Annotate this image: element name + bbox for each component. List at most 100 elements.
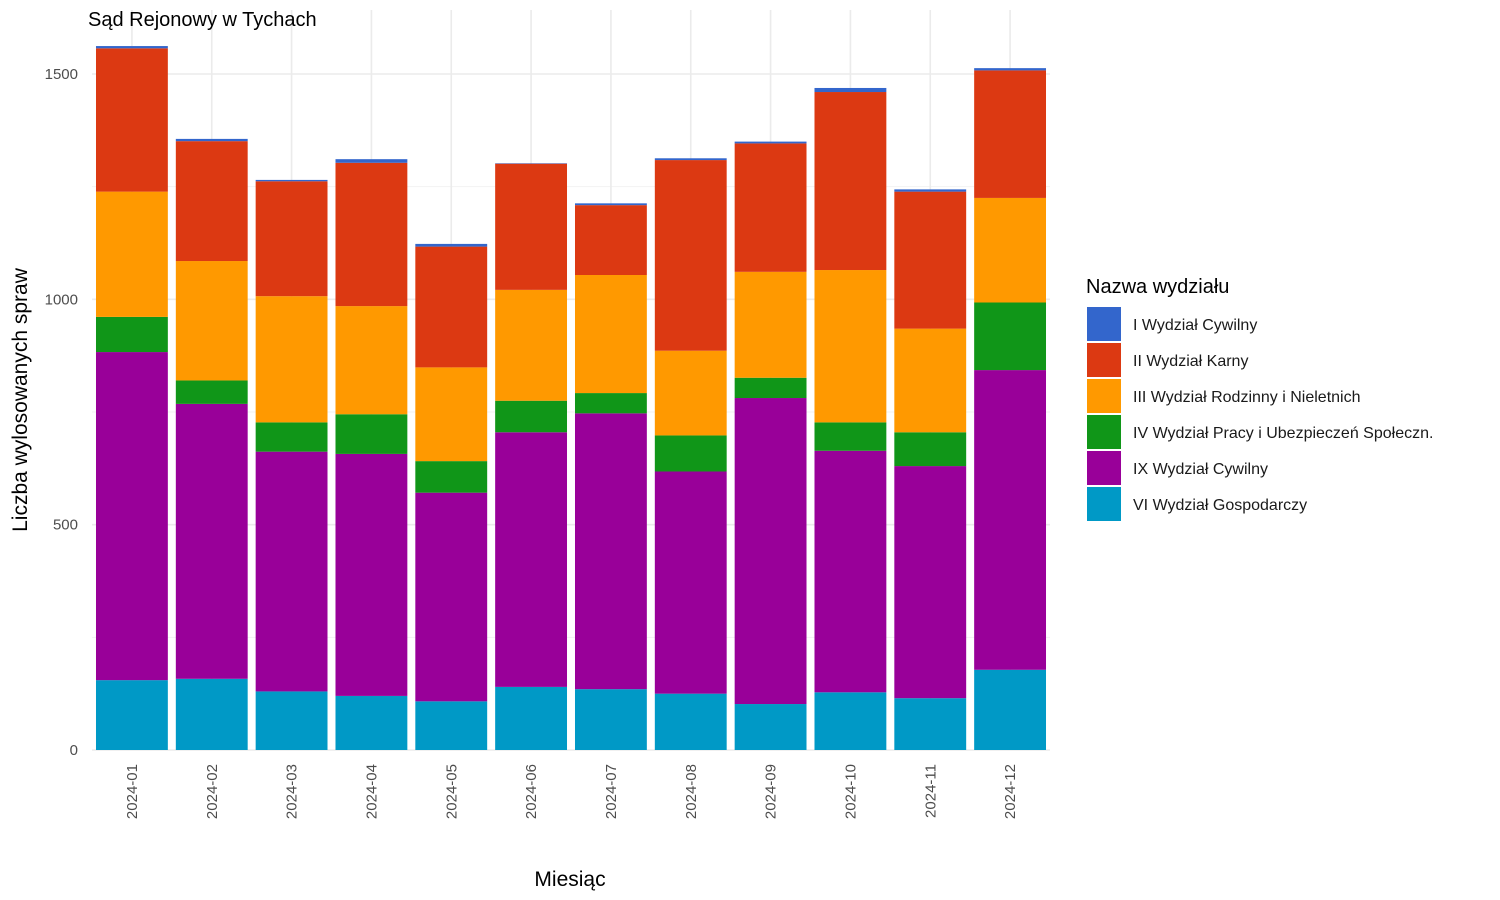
bar-vi-wydzial-gospodarczy-2024-10 <box>814 692 887 750</box>
bar-iii-wydzial-rodzinny-i-nieletnich-2024-04 <box>335 306 408 415</box>
y-tick-label: 0 <box>70 742 78 759</box>
bar-ii-wydzial-karny-2024-03 <box>255 181 328 297</box>
bar-i-wydzial-cywilny-2024-04 <box>335 159 408 163</box>
legend-label-iv-wydzial-pracy-i-ubezpieczen-spoleczn: IV Wydział Pracy i Ubezpieczeń Społeczn. <box>1133 425 1433 442</box>
bar-i-wydzial-cywilny-2024-09 <box>734 141 807 144</box>
bar-i-wydzial-cywilny-2024-01 <box>95 46 168 49</box>
y-tick-label: 500 <box>53 517 78 534</box>
bar-vi-wydzial-gospodarczy-2024-06 <box>495 686 568 750</box>
x-tick-label: 2024-09 <box>763 764 780 819</box>
bar-iv-wydzial-pracy-i-ubezpieczen-spoleczn-2024-03 <box>255 422 328 452</box>
bar-iv-wydzial-pracy-i-ubezpieczen-spoleczn-2024-08 <box>654 435 727 472</box>
bar-ii-wydzial-karny-2024-07 <box>574 205 647 275</box>
bar-ii-wydzial-karny-2024-12 <box>974 70 1047 198</box>
bar-ii-wydzial-karny-2024-10 <box>814 92 887 271</box>
bar-ix-wydzial-cywilny-2024-08 <box>654 471 727 694</box>
bar-iii-wydzial-rodzinny-i-nieletnich-2024-09 <box>734 271 807 378</box>
x-tick-label: 2024-05 <box>443 764 460 819</box>
bar-iv-wydzial-pracy-i-ubezpieczen-spoleczn-2024-12 <box>974 302 1047 371</box>
bar-vi-wydzial-gospodarczy-2024-07 <box>574 689 647 750</box>
y-axis-ticks: 0 500 1000 1500 <box>45 66 78 759</box>
bar-ii-wydzial-karny-2024-08 <box>654 160 727 351</box>
bar-iii-wydzial-rodzinny-i-nieletnich-2024-01 <box>95 191 168 317</box>
bar-iv-wydzial-pracy-i-ubezpieczen-spoleczn-2024-06 <box>495 400 568 433</box>
bar-ix-wydzial-cywilny-2024-04 <box>335 453 408 696</box>
bar-ix-wydzial-cywilny-2024-02 <box>175 403 248 679</box>
bar-vi-wydzial-gospodarczy-2024-05 <box>415 701 488 750</box>
bar-iii-wydzial-rodzinny-i-nieletnich-2024-07 <box>574 274 647 394</box>
legend-label-iii-wydzial-rodzinny-i-nieletnich: III Wydział Rodzinny i Nieletnich <box>1133 389 1361 406</box>
bar-ix-wydzial-cywilny-2024-01 <box>95 352 168 681</box>
x-tick-label: 2024-04 <box>363 764 380 819</box>
x-tick-label: 2024-03 <box>284 764 301 819</box>
x-tick-label: 2024-01 <box>124 764 141 819</box>
y-axis-title: Liczba wylosowanych spraw <box>9 267 32 532</box>
chart-title: Sąd Rejonowy w Tychach <box>88 9 317 31</box>
bar-i-wydzial-cywilny-2024-10 <box>814 87 887 93</box>
bar-i-wydzial-cywilny-2024-07 <box>574 203 647 206</box>
x-tick-label: 2024-02 <box>204 764 221 819</box>
bar-vi-wydzial-gospodarczy-2024-02 <box>175 678 248 750</box>
legend-swatch-ix-wydzial-cywilny <box>1087 451 1121 485</box>
y-tick-label: 1500 <box>45 66 78 83</box>
x-tick-label: 2024-06 <box>523 764 540 819</box>
legend-label-ii-wydzial-karny: II Wydział Karny <box>1133 353 1248 370</box>
bar-iii-wydzial-rodzinny-i-nieletnich-2024-11 <box>894 328 967 433</box>
bar-vi-wydzial-gospodarczy-2024-12 <box>974 669 1047 750</box>
bar-ix-wydzial-cywilny-2024-09 <box>734 398 807 705</box>
legend-swatch-vi-wydzial-gospodarczy <box>1087 487 1121 521</box>
bar-iii-wydzial-rodzinny-i-nieletnich-2024-06 <box>495 289 568 401</box>
bar-ii-wydzial-karny-2024-02 <box>175 141 248 262</box>
x-tick-label: 2024-11 <box>922 764 939 818</box>
bar-ix-wydzial-cywilny-2024-07 <box>574 413 647 690</box>
bar-iii-wydzial-rodzinny-i-nieletnich-2024-08 <box>654 350 727 436</box>
legend: Nazwa wydziału I Wydział Cywilny II Wydzi… <box>1086 276 1433 521</box>
bar-vi-wydzial-gospodarczy-2024-04 <box>335 695 408 750</box>
bar-ix-wydzial-cywilny-2024-06 <box>495 432 568 687</box>
bar-vi-wydzial-gospodarczy-2024-09 <box>734 704 807 750</box>
bar-iv-wydzial-pracy-i-ubezpieczen-spoleczn-2024-09 <box>734 377 807 399</box>
legend-swatch-iii-wydzial-rodzinny-i-nieletnich <box>1087 379 1121 413</box>
bar-iv-wydzial-pracy-i-ubezpieczen-spoleczn-2024-11 <box>894 432 967 467</box>
bar-vi-wydzial-gospodarczy-2024-08 <box>654 693 727 750</box>
bar-i-wydzial-cywilny-2024-12 <box>974 68 1047 71</box>
bar-ix-wydzial-cywilny-2024-12 <box>974 370 1047 670</box>
bar-iii-wydzial-rodzinny-i-nieletnich-2024-02 <box>175 261 248 381</box>
legend-label-ix-wydzial-cywilny: IX Wydział Cywilny <box>1133 461 1268 478</box>
bar-iv-wydzial-pracy-i-ubezpieczen-spoleczn-2024-10 <box>814 422 887 451</box>
bar-ix-wydzial-cywilny-2024-05 <box>415 492 488 702</box>
legend-title: Nazwa wydziału <box>1086 276 1229 298</box>
bar-iv-wydzial-pracy-i-ubezpieczen-spoleczn-2024-05 <box>415 461 488 493</box>
x-tick-label: 2024-07 <box>603 764 620 819</box>
bar-vi-wydzial-gospodarczy-2024-11 <box>894 698 967 750</box>
x-tick-label: 2024-10 <box>842 764 859 819</box>
bar-iv-wydzial-pracy-i-ubezpieczen-spoleczn-2024-01 <box>95 316 168 353</box>
bar-ii-wydzial-karny-2024-06 <box>495 163 568 290</box>
bar-iv-wydzial-pracy-i-ubezpieczen-spoleczn-2024-04 <box>335 414 408 454</box>
bar-iii-wydzial-rodzinny-i-nieletnich-2024-10 <box>814 270 887 423</box>
bar-ii-wydzial-karny-2024-09 <box>734 143 807 272</box>
y-tick-label: 1000 <box>45 291 78 308</box>
bar-vi-wydzial-gospodarczy-2024-03 <box>255 691 328 750</box>
bar-i-wydzial-cywilny-2024-03 <box>255 179 328 182</box>
bar-ii-wydzial-karny-2024-11 <box>894 191 967 329</box>
bar-ix-wydzial-cywilny-2024-10 <box>814 450 887 693</box>
legend-label-i-wydzial-cywilny: I Wydział Cywilny <box>1133 317 1257 334</box>
bar-i-wydzial-cywilny-2024-02 <box>175 138 248 142</box>
bar-ix-wydzial-cywilny-2024-03 <box>255 451 328 692</box>
bar-i-wydzial-cywilny-2024-05 <box>415 243 488 247</box>
bar-iii-wydzial-rodzinny-i-nieletnich-2024-12 <box>974 197 1047 303</box>
x-tick-label: 2024-12 <box>1002 764 1019 819</box>
x-axis-ticks: 2024-01 2024-02 2024-03 2024-04 2024-05 2024-… <box>124 764 1019 819</box>
legend-swatch-iv-wydzial-pracy-i-ubezpieczen-spoleczn <box>1087 415 1121 449</box>
bar-vi-wydzial-gospodarczy-2024-01 <box>95 680 168 750</box>
bar-iv-wydzial-pracy-i-ubezpieczen-spoleczn-2024-07 <box>574 393 647 414</box>
x-axis-title: Miesiąc <box>534 868 605 891</box>
bar-ix-wydzial-cywilny-2024-11 <box>894 466 967 699</box>
bar-iii-wydzial-rodzinny-i-nieletnich-2024-05 <box>415 367 488 462</box>
bar-iv-wydzial-pracy-i-ubezpieczen-spoleczn-2024-02 <box>175 380 248 404</box>
plot-bars <box>95 46 1047 750</box>
bar-ii-wydzial-karny-2024-04 <box>335 162 408 307</box>
bar-ii-wydzial-karny-2024-05 <box>415 246 488 368</box>
